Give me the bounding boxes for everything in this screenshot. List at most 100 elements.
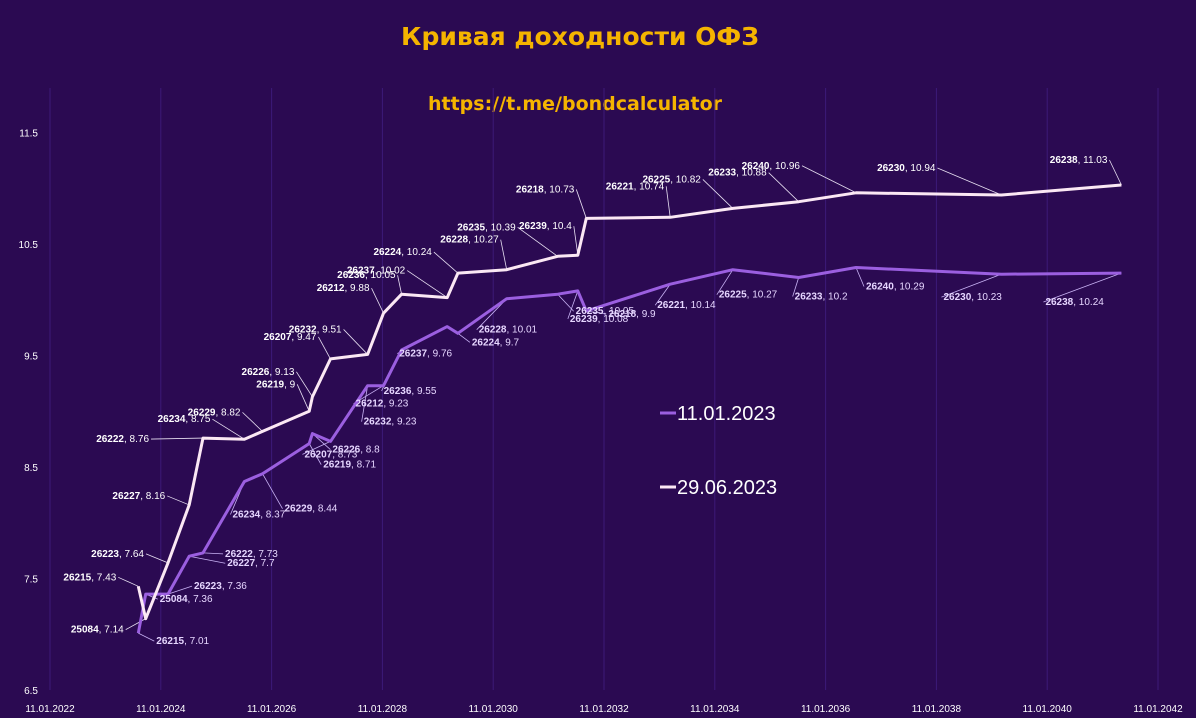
data-label-value: , 7.36 <box>188 594 213 605</box>
data-label-value: , 8.44 <box>312 504 337 515</box>
leader-line <box>716 269 734 295</box>
data-label: 26237, 9.76 <box>399 349 452 360</box>
data-label-code: 26225 <box>719 290 747 301</box>
data-label-value: , 7.14 <box>99 625 124 636</box>
data-label-code: 26234 <box>232 510 260 521</box>
x-tick-label: 11.01.2042 <box>1133 704 1183 715</box>
x-tick-label: 11.01.2036 <box>801 704 851 715</box>
data-label-value: , 10.14 <box>685 300 716 311</box>
data-label-value: , 10.29 <box>894 281 925 292</box>
data-label-code: 26224 <box>373 247 401 258</box>
data-label: 26212, 9.88 <box>317 283 370 294</box>
data-label-value: , 9.23 <box>383 399 408 410</box>
data-label-code: 26240 <box>742 161 770 172</box>
data-label-value: , 9.7 <box>500 337 520 348</box>
data-label: 26234, 8.37 <box>232 510 285 521</box>
data-label-code: 26229 <box>284 504 312 515</box>
data-label-value: , 9.55 <box>411 386 436 397</box>
y-tick-label: 9.5 <box>24 352 38 363</box>
data-label-value: , 9.76 <box>427 349 452 360</box>
data-label-code: 26226 <box>242 367 270 378</box>
data-label-value: , 9.88 <box>345 283 370 294</box>
leader-line <box>296 384 310 412</box>
data-label-value: , 10.73 <box>544 184 575 195</box>
leader-line <box>118 576 139 587</box>
data-label-value: , 9 <box>284 379 296 390</box>
data-label-value: , 10.74 <box>634 181 665 192</box>
leader-line <box>308 443 322 465</box>
leader-line <box>573 226 579 256</box>
data-label-code: 26230 <box>943 292 971 303</box>
leader-line <box>407 270 448 298</box>
data-label-code: 26228 <box>440 235 468 246</box>
data-label: 26222, 8.76 <box>96 434 149 445</box>
data-label-value: , 10.88 <box>736 168 767 179</box>
leader-line <box>517 227 558 257</box>
data-label-value: , 7.7 <box>255 558 275 569</box>
data-label: 26215, 7.43 <box>63 572 116 583</box>
leader-line <box>941 273 1002 298</box>
data-label-code: 26240 <box>866 281 894 292</box>
data-label: 26233, 10.88 <box>708 168 767 179</box>
data-label-value: , 8.76 <box>124 434 149 445</box>
data-label: 26219, 8.71 <box>323 460 376 471</box>
data-label: 26223, 7.36 <box>194 581 247 592</box>
leader-line <box>371 288 384 314</box>
x-tick-label: 11.01.2032 <box>579 704 629 715</box>
data-label: 26221, 10.14 <box>657 300 716 311</box>
data-label-code: 26238 <box>1050 155 1078 166</box>
data-label-code: 26207 <box>264 332 292 343</box>
leader-line <box>189 555 226 564</box>
x-tick-label: 11.01.2026 <box>247 704 297 715</box>
data-label-value: , 10.05 <box>365 270 396 281</box>
data-label: 26227, 7.7 <box>227 558 275 569</box>
legend: 11.01.2023 29.06.2023 <box>660 403 777 499</box>
data-label-value: , 10.94 <box>905 163 936 174</box>
leader-line <box>702 179 734 209</box>
leader-line <box>457 332 471 343</box>
y-tick-label: 10.5 <box>19 240 39 251</box>
data-label-value: , 9.13 <box>269 367 294 378</box>
data-label-value: , 7.64 <box>119 549 144 560</box>
data-label-value: , 8.37 <box>260 510 285 521</box>
data-label: 26227, 8.16 <box>112 491 165 502</box>
leader-line <box>212 418 245 440</box>
data-label: 26218, 9.9 <box>608 309 656 320</box>
data-label-code: 26235 <box>576 306 604 317</box>
chart-title: Кривая доходности ОФЗ <box>401 22 759 51</box>
data-label-code: 26218 <box>516 184 544 195</box>
leader-line <box>138 632 155 642</box>
data-label: 26232, 9.23 <box>364 417 417 428</box>
data-label: 26225, 10.27 <box>719 290 778 301</box>
data-label-code: 26226 <box>332 445 360 456</box>
leader-line <box>343 329 368 355</box>
data-label-value: , 10.02 <box>375 266 406 277</box>
data-label: 26234, 8.75 <box>158 414 211 425</box>
data-label-value: , 10.39 <box>485 222 516 233</box>
leader-line <box>801 165 857 194</box>
data-label: 26235, 10.05 <box>576 306 635 317</box>
data-label-value: , 10.2 <box>822 292 847 303</box>
leader-line <box>575 189 587 219</box>
leader-line <box>557 293 574 312</box>
y-tick-label: 7.5 <box>24 575 38 586</box>
leader-line <box>567 290 579 320</box>
data-label-code: 26228 <box>479 325 507 336</box>
data-label-value: , 8.82 <box>215 407 240 418</box>
data-label-code: 26238 <box>1045 297 1073 308</box>
data-label-code: 26222 <box>96 434 124 445</box>
data-label-code: 26233 <box>795 292 823 303</box>
data-label: 26224, 10.24 <box>373 247 432 258</box>
data-label-code: 26207 <box>304 449 332 460</box>
leader-line <box>433 251 459 274</box>
data-label-value: , 8.16 <box>140 491 165 502</box>
leader-line <box>167 495 190 506</box>
data-label-value: , 8.71 <box>351 460 376 471</box>
data-label: 26228, 10.01 <box>479 325 538 336</box>
data-label-code: 26218 <box>608 309 636 320</box>
data-label-code: 26237 <box>399 349 427 360</box>
data-label-value: , 10.96 <box>769 161 800 172</box>
data-label-value: , 7.36 <box>222 581 247 592</box>
